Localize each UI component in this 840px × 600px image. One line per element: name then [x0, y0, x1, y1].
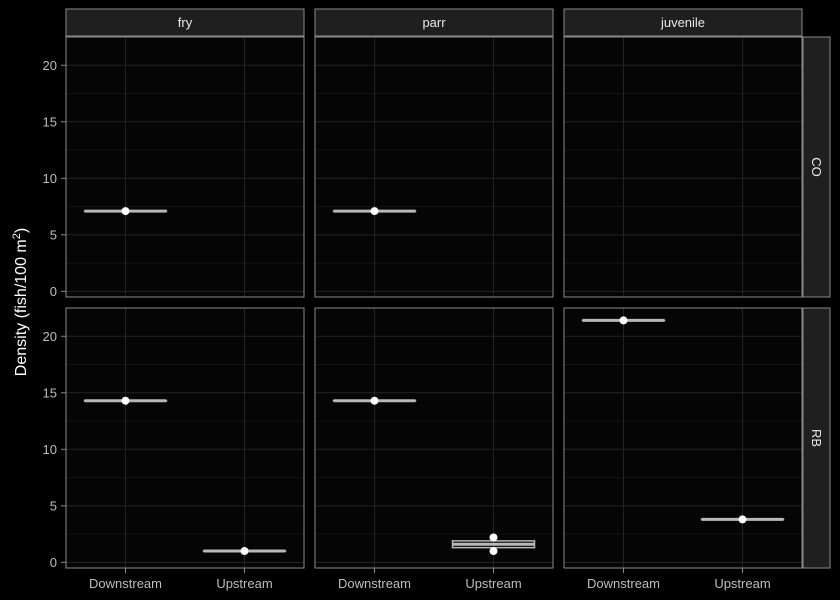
panel-background — [315, 308, 553, 568]
column-strip-label: parr — [422, 15, 446, 30]
panel-background — [564, 37, 802, 297]
data-point — [370, 207, 379, 216]
panel-border — [65, 307, 305, 569]
data-point — [489, 533, 498, 542]
y-tick-label: 5 — [50, 498, 57, 513]
x-tick-label: Upstream — [465, 576, 521, 591]
y-tick-label: 15 — [43, 114, 57, 129]
panel-border — [314, 307, 554, 569]
row-strip — [802, 36, 831, 298]
data-point — [489, 547, 498, 556]
column-strip — [314, 8, 554, 37]
data-point — [370, 396, 379, 405]
x-tick-label: Downstream — [338, 576, 411, 591]
panel-border — [563, 36, 803, 298]
y-tick-label: 5 — [50, 227, 57, 242]
data-point — [738, 515, 747, 524]
panel-border — [563, 307, 803, 569]
row-strip-label: CO — [809, 157, 824, 177]
x-tick-label: Downstream — [587, 576, 660, 591]
column-strip-label: fry — [178, 15, 193, 30]
data-point — [121, 207, 130, 216]
y-tick-label: 20 — [43, 329, 57, 344]
panel-background — [66, 308, 304, 568]
plot-layer: 0 5 10 15 20 CO 0 5 10 15 20 RB fry Downstream Upstrea… — [43, 8, 831, 591]
y-tick-label: 10 — [43, 442, 57, 457]
panel-background — [564, 308, 802, 568]
column-strip — [563, 8, 803, 37]
panel-border — [65, 36, 305, 298]
y-axis-title-superscript: 2 — [11, 233, 23, 239]
y-axis-title-close: ) — [13, 228, 30, 233]
panel-background — [66, 37, 304, 297]
row-strip — [802, 307, 831, 569]
column-strip-label: juvenile — [660, 15, 705, 30]
data-point — [240, 547, 249, 556]
row-strip-label: RB — [809, 429, 824, 447]
x-tick-label: Upstream — [216, 576, 272, 591]
y-tick-label: 15 — [43, 385, 57, 400]
data-point — [619, 316, 628, 325]
panel-border — [314, 36, 554, 298]
y-tick-label: 20 — [43, 58, 57, 73]
x-tick-label: Upstream — [714, 576, 770, 591]
y-tick-label: 0 — [50, 555, 57, 570]
data-point — [121, 396, 130, 405]
column-strip — [65, 8, 305, 37]
x-tick-label: Downstream — [89, 576, 162, 591]
y-axis-title: Density (fish/100 m2) — [11, 228, 30, 376]
panel-background — [315, 37, 553, 297]
y-tick-label: 0 — [50, 284, 57, 299]
y-tick-label: 10 — [43, 171, 57, 186]
